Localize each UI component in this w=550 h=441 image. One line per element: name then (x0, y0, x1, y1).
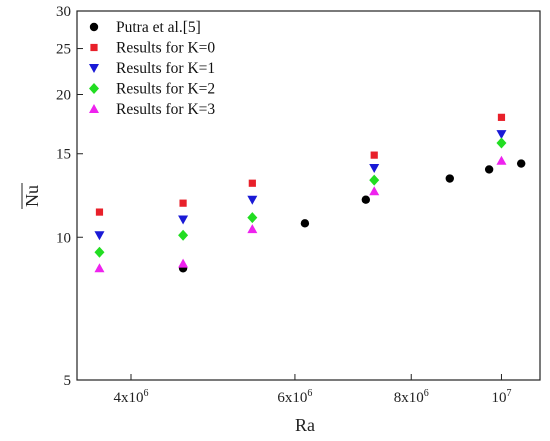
data-point (484, 165, 494, 174)
x-axis-label: Ra (295, 415, 315, 435)
x-tick-label-exponent: 6 (307, 388, 312, 399)
data-point (95, 208, 104, 216)
y-tick-label: 15 (56, 147, 71, 163)
data-point (370, 151, 378, 159)
data-point (496, 130, 507, 140)
y-axis: 5 10 15 20 25 30 (56, 4, 83, 389)
x-tick-label-base: 4x10 (113, 390, 143, 406)
y-axis-label-group: Nu (21, 183, 42, 209)
x-tick-label: 6x106 (277, 388, 312, 406)
data-point (361, 195, 371, 204)
data-points (94, 113, 526, 273)
data-point (497, 113, 506, 121)
legend-label: Results for K=0 (116, 40, 215, 57)
x-tick-label-base: 6x10 (277, 390, 307, 406)
data-point (94, 246, 105, 258)
data-point (247, 224, 258, 234)
x-tick-label: 107 (491, 388, 511, 406)
data-point (516, 159, 526, 168)
x-tick-label-exponent: 6 (424, 388, 429, 399)
data-point (496, 155, 507, 165)
y-tick-label: 10 (56, 230, 71, 246)
legend: Putra et al.[5] Results for K=0 Results fo… (89, 19, 215, 118)
data-point (248, 179, 256, 187)
data-point (178, 229, 189, 241)
legend-marker (89, 83, 99, 94)
data-point (94, 231, 105, 241)
data-point (179, 199, 187, 207)
plot-frame (76, 10, 541, 381)
y-tick-label: 30 (56, 4, 71, 20)
x-axis: 4x106 6x106 8x106 107 (113, 374, 511, 406)
data-point (369, 163, 380, 173)
x-tick-label: 4x106 (113, 388, 148, 406)
legend-marker (89, 104, 99, 113)
x-tick-label-exponent: 6 (143, 388, 148, 399)
data-point (445, 174, 454, 183)
y-axis-label: Nu (22, 185, 42, 207)
x-tick-label: 8x106 (394, 388, 429, 406)
y-tick-label: 5 (64, 373, 72, 389)
data-point (369, 186, 380, 196)
data-point (369, 174, 380, 186)
data-point (496, 137, 507, 149)
y-tick-label: 25 (56, 42, 71, 58)
data-point (247, 195, 258, 205)
legend-label: Results for K=3 (116, 101, 215, 118)
x-tick-label-base: 10 (491, 390, 506, 406)
legend-marker (89, 64, 99, 73)
legend-label: Putra et al.[5] (116, 19, 201, 36)
data-point (300, 219, 310, 228)
y-tick-label: 20 (56, 88, 71, 104)
legend-label: Results for K=1 (116, 60, 215, 77)
legend-marker (90, 43, 98, 52)
legend-label: Results for K=2 (116, 81, 215, 98)
data-point (247, 212, 258, 224)
legend-marker (89, 22, 99, 32)
data-point (94, 263, 105, 273)
data-point (178, 215, 189, 225)
x-tick-label-base: 8x10 (394, 390, 424, 406)
x-tick-label-exponent: 7 (506, 388, 511, 399)
data-point (178, 258, 189, 268)
